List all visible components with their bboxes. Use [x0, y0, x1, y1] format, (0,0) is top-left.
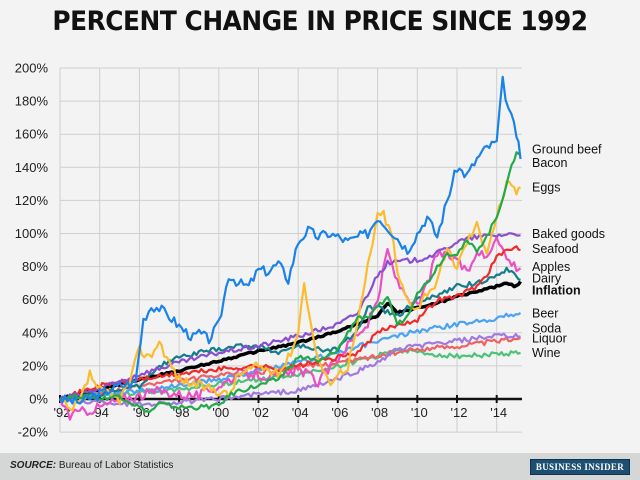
y-axis: 200% 180% 160% 140% 120% 100% 80% 60% 40% 20% 0% -2… [15, 61, 49, 440]
footer: SOURCE: Bureau of Labor Statistics BUSIN… [0, 453, 640, 480]
business-insider-logo: BUSINESS INSIDER [529, 459, 630, 475]
y-tick-label: 160% [15, 127, 49, 142]
chart-title: PERCENT CHANGE IN PRICE SINCE 1992 [52, 6, 588, 37]
y-tick-label: 40% [22, 325, 48, 340]
x-tick-label: '14 [490, 405, 507, 420]
x-tick-label: 94 [94, 405, 108, 420]
x-tick-label: '02 [252, 405, 269, 420]
series-label-eggs: Eggs [532, 181, 561, 195]
y-tick-label: 140% [15, 160, 49, 175]
x-axis: '92 94'96'98'00'02'04'06'08'10'12'14 [54, 395, 522, 420]
series-label-bacon: Bacon [532, 156, 567, 170]
series-line-dairy [59, 266, 521, 402]
series-line-ground-beef [59, 75, 522, 405]
y-tick-label: 60% [22, 292, 48, 307]
x-tick-label: '06 [331, 405, 348, 420]
series-lines [58, 75, 522, 421]
series-label-seafood: Seafood [532, 242, 579, 256]
series-line-apples [58, 236, 522, 421]
x-tick-label: '10 [411, 405, 428, 420]
series-label-liquor: Liquor [532, 331, 567, 345]
series-line-bacon [59, 151, 521, 414]
source-label: SOURCE: [10, 460, 57, 471]
series-line-seafood [59, 245, 521, 402]
series-label-dairy: Dairy [532, 272, 562, 286]
x-tick-label: '00 [212, 405, 229, 420]
x-tick-label: '96 [133, 405, 150, 420]
y-tick-label: 0% [29, 392, 48, 407]
line-chart: 200% 180% 160% 140% 120% 100% 80% 60% 40% 20% 0% -2… [15, 61, 605, 440]
series-label-inflation: Inflation [532, 283, 581, 297]
x-tick-label: '12 [451, 405, 468, 420]
x-tick-label: '08 [371, 405, 388, 420]
series-label-beer: Beer [532, 306, 558, 320]
y-tick-label: 80% [22, 259, 48, 274]
series-label-soda: Soda [532, 321, 561, 335]
series-label-ground-beef: Ground beef [532, 143, 602, 157]
y-tick-label: 200% [15, 61, 49, 76]
source-note: SOURCE: Bureau of Labor Statistics [10, 460, 173, 471]
series-label-baked-goods: Baked goods [532, 227, 605, 241]
x-tick-label: '04 [292, 405, 309, 420]
y-tick-label: 20% [22, 358, 48, 373]
y-tick-label: 180% [15, 94, 49, 109]
series-line-wine [59, 347, 521, 402]
series-label-apples: Apples [532, 260, 570, 274]
y-tick-label: 100% [15, 226, 49, 241]
source-text: Bureau of Labor Statistics [58, 460, 174, 471]
series-label-wine: Wine [532, 346, 561, 360]
y-tick-label: -20% [18, 425, 49, 440]
y-tick-label: 120% [15, 193, 49, 208]
